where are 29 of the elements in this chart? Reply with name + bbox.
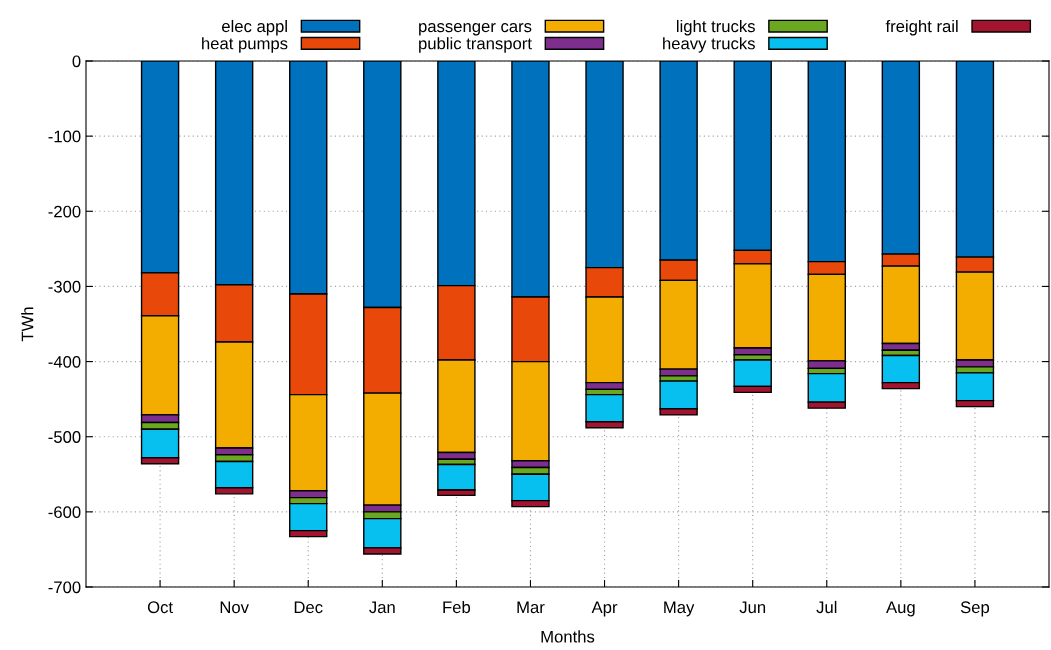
y-axis-title: TWh xyxy=(21,307,34,342)
x-tick-label: Sep xyxy=(960,601,990,617)
legend-label: elec appl xyxy=(222,19,287,36)
y-tick-label: -500 xyxy=(48,431,81,443)
x-tick-label: Jun xyxy=(739,601,766,614)
x-tick-label: Jan xyxy=(369,601,395,614)
legend-label: light trucks xyxy=(676,19,755,36)
x-tick-label: Oct xyxy=(147,601,173,614)
legend-label: passenger cars xyxy=(419,23,532,36)
y-tick-label: -200 xyxy=(48,205,81,218)
y-tick-label: -100 xyxy=(48,130,81,143)
x-tick-label: Dec xyxy=(294,601,323,614)
legend-label: heavy trucks xyxy=(663,37,755,53)
legend-label: public transport xyxy=(419,37,532,53)
x-tick-label: Jul xyxy=(816,600,837,614)
x-axis-title: Months xyxy=(541,630,595,643)
y-tick-label: -400 xyxy=(48,355,81,368)
y-tick-label: -700 xyxy=(48,581,81,594)
x-tick-label: May xyxy=(664,601,695,617)
legend-label: freight rail xyxy=(885,19,958,36)
legend-label: heat pumps xyxy=(202,37,288,53)
y-tick-label: 0 xyxy=(72,55,81,68)
x-tick-label: Nov xyxy=(220,601,249,614)
y-tick-label: -300 xyxy=(48,280,81,293)
x-tick-label: Feb xyxy=(443,600,471,614)
y-tick-label: -600 xyxy=(48,506,81,519)
x-tick-label: Mar xyxy=(517,601,545,614)
x-tick-label: Apr xyxy=(591,601,618,617)
x-tick-label: Aug xyxy=(886,601,915,617)
